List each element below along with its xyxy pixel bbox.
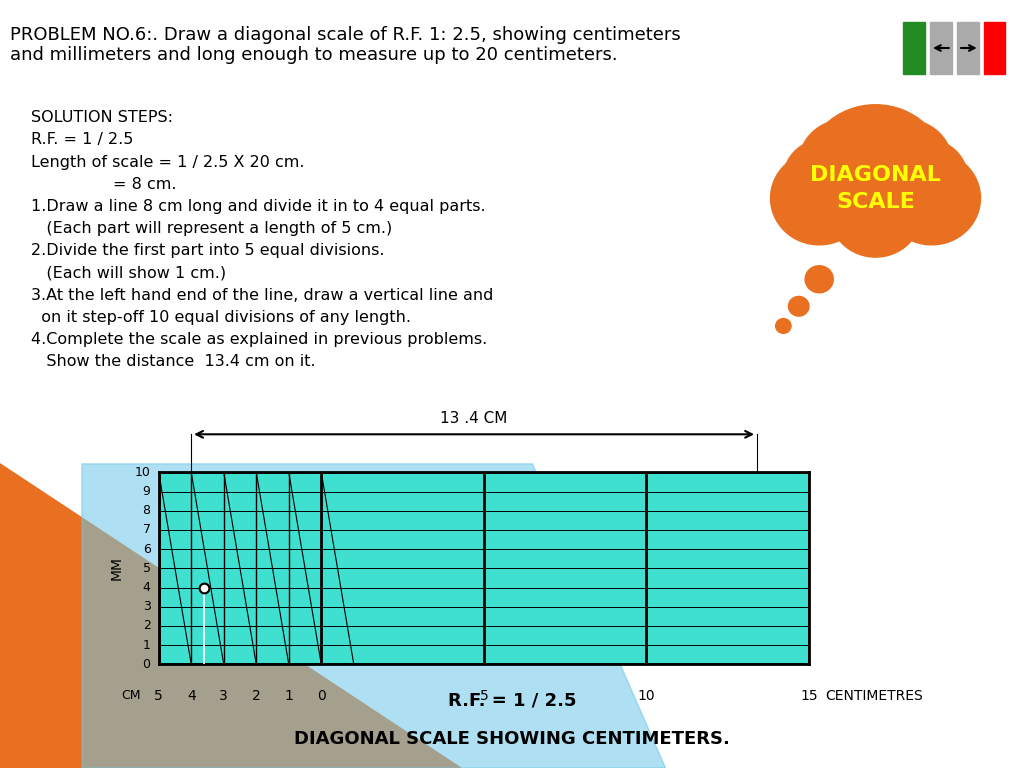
- Text: 4: 4: [142, 581, 151, 594]
- Circle shape: [799, 120, 891, 208]
- Text: MM: MM: [110, 556, 124, 581]
- Text: DIAGONAL
SCALE: DIAGONAL SCALE: [810, 165, 941, 211]
- Text: 2: 2: [142, 620, 151, 632]
- Text: R.F. = 1 / 2.5: R.F. = 1 / 2.5: [447, 692, 577, 710]
- Circle shape: [883, 151, 981, 245]
- Circle shape: [886, 139, 968, 218]
- Text: 3: 3: [219, 690, 228, 703]
- Circle shape: [771, 151, 868, 245]
- Text: 15: 15: [800, 690, 818, 703]
- Circle shape: [804, 104, 947, 243]
- Text: 10: 10: [638, 690, 655, 703]
- Text: 0: 0: [142, 658, 151, 670]
- Polygon shape: [0, 464, 461, 768]
- Circle shape: [788, 296, 809, 316]
- Text: 0: 0: [316, 690, 326, 703]
- Bar: [930, 22, 951, 74]
- Bar: [903, 22, 925, 74]
- Text: 9: 9: [142, 485, 151, 498]
- Polygon shape: [82, 464, 666, 768]
- Text: 8: 8: [142, 505, 151, 517]
- Text: DIAGONAL SCALE SHOWING CENTIMETERS.: DIAGONAL SCALE SHOWING CENTIMETERS.: [294, 730, 730, 748]
- Text: CM: CM: [121, 690, 141, 702]
- Circle shape: [805, 266, 834, 293]
- Bar: [957, 22, 979, 74]
- Text: 7: 7: [142, 524, 151, 536]
- Text: 13 .4 CM: 13 .4 CM: [440, 411, 508, 425]
- Circle shape: [860, 120, 952, 208]
- Bar: [984, 22, 1006, 74]
- Text: 1: 1: [285, 690, 293, 703]
- Circle shape: [829, 169, 922, 257]
- Circle shape: [783, 139, 865, 218]
- Circle shape: [776, 319, 791, 333]
- Text: 10: 10: [135, 466, 151, 478]
- Text: 5: 5: [155, 690, 163, 703]
- Text: CENTIMETRES: CENTIMETRES: [825, 690, 923, 703]
- Text: 5: 5: [142, 562, 151, 574]
- Text: 3: 3: [142, 601, 151, 613]
- Text: SOLUTION STEPS:
R.F. = 1 / 2.5
Length of scale = 1 / 2.5 X 20 cm.
              : SOLUTION STEPS: R.F. = 1 / 2.5 Length of…: [31, 111, 494, 369]
- Text: 6: 6: [142, 543, 151, 555]
- Text: 5: 5: [479, 690, 488, 703]
- Text: 4: 4: [186, 690, 196, 703]
- Text: PROBLEM NO.6:. Draw a diagonal scale of R.F. 1: 2.5, showing centimeters
and mil: PROBLEM NO.6:. Draw a diagonal scale of …: [10, 25, 681, 65]
- Text: 1: 1: [142, 639, 151, 651]
- Text: 2: 2: [252, 690, 261, 703]
